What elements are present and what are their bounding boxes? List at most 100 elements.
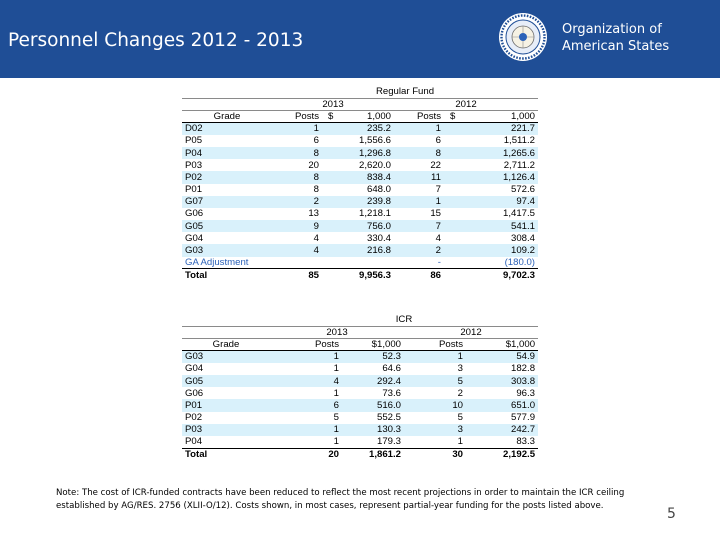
posts-2012-cell: 15	[394, 207, 444, 221]
grade-cell: P04	[182, 435, 270, 449]
amount-2013-cell: 73.6	[342, 387, 404, 400]
total-row: Total 20 1,861.2 30 2,192.5	[182, 447, 539, 461]
amount-2013-cell	[338, 256, 394, 269]
posts-2012-cell: 1	[404, 350, 466, 363]
table-row: P01 8 648.0 7 572.6	[182, 183, 539, 196]
year-2013-header: 2013	[272, 98, 394, 111]
grade-cell: G06	[182, 207, 272, 221]
amount-2012-cell: 109.2	[460, 244, 539, 257]
footnote: Note: The cost of ICR-funded contracts h…	[56, 488, 625, 511]
table-row: G07 2 239.8 1 97.4	[182, 195, 539, 208]
posts-2012-cell: 5	[404, 411, 466, 424]
posts-2012-cell: 3	[404, 362, 466, 375]
organization-name: Organization of American States	[562, 21, 669, 55]
page-title: Personnel Changes 2012 - 2013	[8, 30, 304, 51]
amount-2012-cell: 577.9	[466, 411, 539, 424]
amount-2013-cell: 648.0	[338, 183, 394, 196]
table-row: P03 20 2,620.0 22 2,711.2	[182, 159, 539, 172]
posts-2012-cell: 6	[394, 134, 444, 147]
amount-2012-cell: 541.1	[460, 220, 539, 233]
icr-amount-2012-header: $1,000	[466, 338, 539, 352]
amount-2012-cell: 651.0	[466, 399, 539, 412]
table-row: G04 1 64.6 3 182.8	[182, 362, 539, 375]
posts-2013-cell: 6	[272, 134, 322, 147]
amount-2012-cell: (180.0)	[460, 256, 539, 269]
posts-2012-cell: 2	[404, 387, 466, 400]
amount-2013-cell: 64.6	[342, 362, 404, 375]
amount-2012-cell: 308.4	[460, 232, 539, 245]
amount-2013-cell: 216.8	[338, 244, 394, 257]
amount-2013-cell: 292.4	[342, 374, 404, 388]
posts-2013-cell: 85	[272, 268, 322, 281]
posts-2012-cell: 2	[394, 244, 444, 257]
grade-cell: P02	[182, 411, 270, 424]
table-row: P01 6 516.0 10 651.0	[182, 399, 539, 412]
amount-2013-cell: 756.0	[338, 220, 394, 233]
table-row: P03 1 130.3 3 242.7	[182, 423, 539, 436]
amount-2013-cell: 1,296.8	[338, 146, 394, 160]
grade-header: Grade	[182, 110, 272, 124]
amount-2012-cell: 1,417.5	[460, 207, 539, 221]
posts-2012-cell: 1	[404, 435, 466, 449]
posts-2012-cell: 3	[404, 423, 466, 436]
page-number: 5	[667, 506, 676, 522]
amount-2013-cell: 130.3	[342, 423, 404, 436]
posts-2013-cell	[272, 256, 322, 269]
table-row: P05 6 1,556.6 6 1,511.2	[182, 134, 539, 147]
amount-2013-cell: 516.0	[342, 399, 404, 412]
posts-2013-cell: 13	[272, 207, 322, 221]
amount-2012-cell: 97.4	[460, 195, 539, 208]
regular-fund-table: Regular Fund 2013 2012 Grade Posts $ 1,0…	[182, 86, 539, 281]
icr-year-2012-header: 2012	[404, 326, 539, 339]
posts-2013-cell: 2	[272, 195, 322, 208]
posts-2013-cell: 9	[272, 220, 322, 233]
amount-2013-cell: 2,620.0	[338, 159, 394, 172]
posts-2012-cell: 4	[394, 232, 444, 245]
posts-2013-cell: 8	[272, 171, 322, 184]
grade-cell: P03	[182, 159, 272, 172]
grade-cell: G03	[182, 350, 270, 363]
table-row: P04 8 1,296.8 8 1,265.6	[182, 146, 539, 160]
table-row: GA Adjustment - (180.0)	[182, 256, 539, 269]
posts-2012-cell: 11	[394, 171, 444, 184]
icr-grade-header: Grade	[182, 338, 270, 352]
org-name-line-2: American States	[562, 39, 670, 54]
posts-2013-cell: 1	[270, 350, 342, 363]
icr-posts-2013-header: Posts	[270, 338, 342, 352]
posts-2012-cell: 86	[394, 268, 444, 281]
grade-cell: D02	[182, 122, 272, 135]
amount-2012-cell: 303.8	[466, 374, 539, 388]
grade-cell: P05	[182, 134, 272, 147]
oas-seal-icon	[499, 13, 547, 61]
amount-2012-cell: 182.8	[466, 362, 539, 375]
grade-cell: G04	[182, 362, 270, 375]
posts-2013-cell: 1	[270, 387, 342, 400]
table-row: D02 1 235.2 1 221.7	[182, 122, 539, 135]
amount-2012-header: 1,000	[460, 110, 539, 124]
table-row: G04 4 330.4 4 308.4	[182, 232, 539, 245]
table-row: P02 8 838.4 11 1,126.4	[182, 171, 539, 184]
regular-fund-title: Regular Fund	[272, 86, 539, 99]
amount-2013-cell: 838.4	[338, 171, 394, 184]
grade-cell: P01	[182, 183, 272, 196]
posts-2013-cell: 6	[270, 399, 342, 412]
amount-2013-cell: 235.2	[338, 122, 394, 135]
grade-cell: G06	[182, 387, 270, 400]
amount-2013-cell: 179.3	[342, 435, 404, 449]
grade-cell: Total	[182, 447, 270, 461]
icr-year-2013-header: 2013	[270, 326, 404, 339]
posts-2013-cell: 1	[272, 122, 322, 135]
amount-2013-cell: 1,861.2	[342, 447, 404, 461]
posts-2012-cell: 8	[394, 146, 444, 160]
currency-2012-header: $	[444, 110, 460, 124]
grade-cell: G07	[182, 195, 272, 208]
amount-2013-cell: 552.5	[342, 411, 404, 424]
posts-2013-cell: 5	[270, 411, 342, 424]
table-row: P02 5 552.5 5 577.9	[182, 411, 539, 424]
total-row: Total 85 9,956.3 86 9,702.3	[182, 268, 539, 281]
icr-amount-2013-header: $1,000	[342, 338, 404, 352]
amount-2013-header: 1,000	[338, 110, 394, 124]
table-row: G05 4 292.4 5 303.8	[182, 374, 539, 388]
posts-2013-cell: 8	[272, 183, 322, 196]
posts-2012-cell: 7	[394, 183, 444, 196]
